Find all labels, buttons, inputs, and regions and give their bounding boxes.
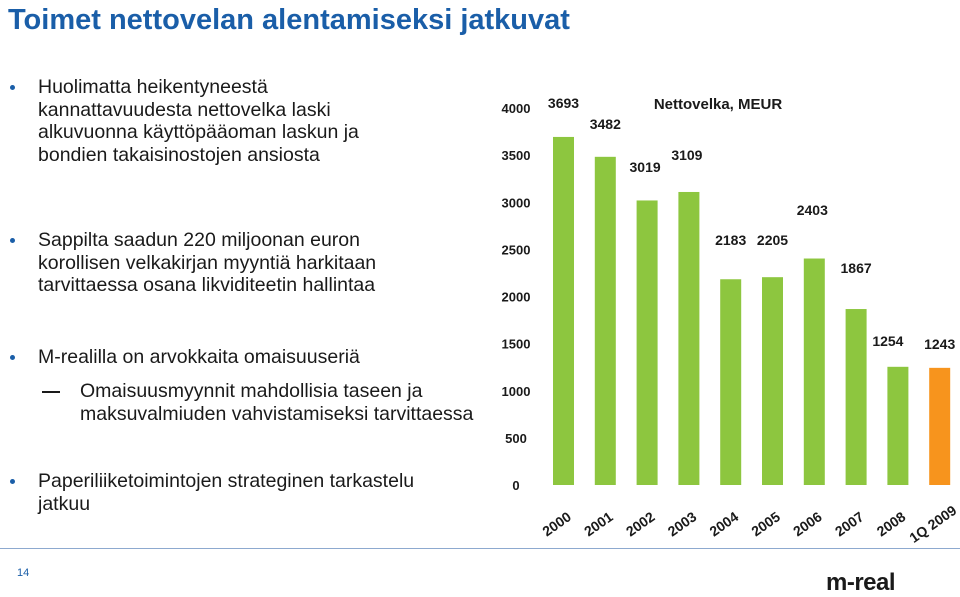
y-tick-label: 2000 (502, 290, 531, 305)
x-tick-label: 2000 (539, 508, 574, 539)
bar-2002 (636, 200, 658, 486)
bullet-dot-icon (10, 355, 15, 360)
x-tick-label: 2003 (665, 508, 700, 539)
bullet-4-line-1: Paperiliiketoimintojen strateginen tarka… (38, 470, 415, 492)
data-label: 2183 (715, 232, 746, 248)
bar-2001 (594, 156, 616, 485)
x-tick-label: 2004 (706, 508, 741, 539)
bullet-3-text: M-realilla on arvokkaita omaisuuseriä (38, 346, 360, 369)
data-label: 1243 (924, 336, 955, 352)
bar-2000 (553, 136, 574, 485)
bar-2005 (762, 277, 783, 485)
bullet-dot-icon (10, 479, 15, 484)
bullet-3-line-1: M-realilla on arvokkaita omaisuuseriä (38, 346, 360, 368)
y-axis: 0 500 1000 1500 2000 2500 3000 3500 4000 (502, 101, 531, 493)
page-number: 14 (17, 567, 30, 579)
y-tick-label: 3000 (502, 195, 531, 210)
chart-title: Nettovelka, MEUR (654, 96, 783, 113)
y-tick-label: 1000 (502, 384, 531, 399)
bullet-dot-icon (10, 238, 15, 243)
data-label: 2205 (757, 232, 788, 248)
slide-title: Toimet nettovelan alentamiseksi jatkuvat (8, 4, 570, 36)
sub-bullet-line-1: Omaisuusmyynnit mahdollisia taseen ja (80, 380, 423, 402)
bar-2008 (887, 366, 909, 485)
value-labels: 3693 3482 3019 3109 2183 2205 2403 1867 1254 1243 (548, 95, 956, 352)
data-label: 2403 (797, 202, 828, 218)
y-tick-label: 2500 (502, 242, 531, 257)
data-label: 3693 (548, 95, 579, 111)
data-label: 1254 (872, 333, 903, 349)
sub-bullet-line-2: maksuvalmiuden vahvistamiseksi tarvittae… (80, 402, 474, 425)
x-tick-label: 2006 (790, 508, 825, 539)
x-tick-label: 2002 (623, 508, 658, 539)
footer-divider (0, 548, 960, 549)
bullet-1-text: Huolimatta heikentyneestä kannattavuudes… (38, 76, 359, 166)
bullet-list: Huolimatta heikentyneestä kannattavuudes… (0, 0, 500, 560)
bullet-2-text: Sappilta saadun 220 miljoonan euron koro… (38, 229, 376, 297)
logo-text: m-real (826, 569, 896, 596)
x-tick-label: 2005 (748, 508, 783, 539)
bullet-4-text: Paperiliiketoimintojen strateginen tarka… (38, 470, 414, 515)
data-label: 1867 (841, 260, 872, 276)
data-label: 3109 (671, 147, 702, 163)
bar-1q-2009 (929, 367, 951, 485)
y-tick-label: 3500 (502, 148, 531, 163)
bullet-1-line-1: Huolimatta heikentyneestä (38, 76, 268, 98)
bullet-1-line-2: kannattavuudesta nettovelka laski (38, 98, 331, 121)
y-tick-label: 4000 (502, 101, 531, 116)
bar-2004 (720, 279, 742, 485)
y-tick-label: 0 (512, 478, 519, 493)
x-tick-label: 2001 (581, 508, 616, 539)
bullet-1-line-3: alkuvuonna käyttöpääoman laskun ja (38, 121, 359, 143)
bullet-2-line-2: korollisen velkakirjan myyntiä harkitaan (38, 251, 377, 274)
bar-2003 (678, 191, 700, 485)
net-debt-chart: Nettovelka, MEUR 0 500 1000 1500 2000 2500 300… (502, 95, 960, 546)
data-label: 3019 (630, 159, 661, 175)
bullet-2-line-3: tarvittaessa osana likviditeetin hallint… (38, 274, 376, 296)
x-tick-label: 2008 (874, 508, 909, 539)
bullet-2-line-1: Sappilta saadun 220 miljoonan euron (38, 229, 360, 251)
y-tick-label: 1500 (502, 337, 531, 352)
bullet-1-line-4: bondien takaisinostojen ansiosta (38, 143, 320, 166)
bullet-4-line-2: jatkuu (38, 492, 91, 515)
sub-bullet-dash-icon (42, 391, 60, 393)
bars (553, 136, 951, 486)
data-label: 3482 (590, 116, 621, 132)
bar-2006 (803, 258, 825, 485)
x-tick-label: 2007 (832, 508, 867, 539)
x-tick-label: 1Q 2009 (906, 502, 959, 546)
title-bar: Toimet nettovelan alentamiseksi jatkuvat (0, 0, 960, 40)
y-tick-label: 500 (505, 431, 527, 446)
bullet-dot-icon (10, 85, 15, 90)
sub-bullet-text: Omaisuusmyynnit mahdollisia taseen ja ma… (80, 380, 473, 425)
m-real-logo: m-real (826, 569, 941, 597)
bar-2007 (845, 309, 867, 485)
